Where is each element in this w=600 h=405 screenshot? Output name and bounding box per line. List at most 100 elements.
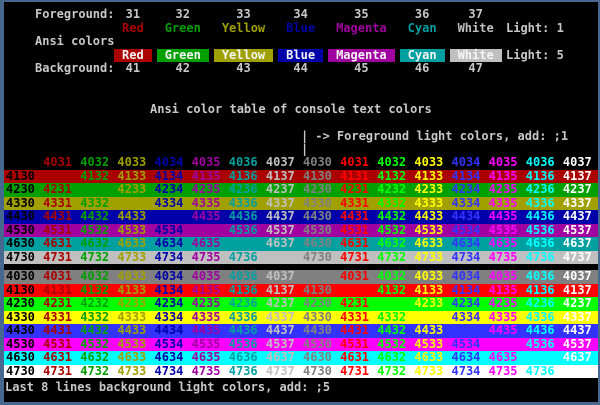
- code-4731-normal-fg: 4731: [43, 250, 73, 264]
- code-4731-light-fg: 4731: [340, 364, 370, 378]
- ansi-row-normal-backgrounds-42: 4230 4231 4232 4233 4234 4235 4236 4237 4230 4231…: [4, 183, 598, 197]
- code-4732-light-fg: 4732: [377, 364, 407, 378]
- code-4035-light-fg: 4035: [488, 156, 518, 169]
- code-4330-normal-fg: 4330: [6, 310, 35, 324]
- terminal-screen[interactable]: Foreground: 31 Red Red 41 32 Green Green 42 33 Ye…: [4, 2, 598, 402]
- code-4634-normal-fg: 4634: [154, 351, 184, 364]
- code-4334-normal-fg: 4334: [154, 310, 184, 324]
- code-4032-light-fg: 4032: [377, 270, 407, 283]
- background-color-swatch: Red: [114, 48, 152, 62]
- code-4635-normal-fg: 4635: [191, 237, 221, 250]
- code-4634-light-fg: 4634: [451, 351, 481, 364]
- code-4132-light-fg: 4132: [377, 283, 407, 297]
- code-4633-light-fg: 4633: [414, 237, 444, 250]
- ansi-table-normal-backgrounds: 4030 4031 4032 4033 4034 4035 4036 4037 4030 4031…: [4, 156, 598, 264]
- code-4231-light-fg: 4231: [340, 297, 370, 310]
- foreground-color-name: Green: [164, 20, 201, 35]
- code-4234-light-fg: 4234: [451, 183, 481, 196]
- code-4332-light-fg: 4332: [377, 310, 407, 324]
- code-4537-normal-fg: 4537: [265, 337, 295, 351]
- code-4331-light-fg: 4331: [340, 310, 370, 324]
- code-4630-light-fg: 4630: [303, 237, 332, 250]
- code-4335-normal-fg: 4335: [191, 310, 221, 324]
- code-4435-light-fg: 4435: [488, 324, 518, 337]
- code-4233-normal-fg: 4233: [117, 297, 147, 310]
- code-4535-normal-fg: 4535: [191, 223, 221, 237]
- code-4736-normal-fg: 4736: [228, 250, 258, 264]
- code-4037-light-fg: 4037: [562, 270, 592, 283]
- annotation-bar-pointer: |: [301, 142, 309, 156]
- code-4533-normal-fg: 4533: [117, 337, 147, 351]
- code-4633-normal-fg: 4633: [117, 351, 147, 364]
- code-4534-normal-fg: 4534: [154, 337, 184, 351]
- code-4536-light-fg: 4536: [525, 337, 555, 351]
- code-4637-light-fg: 4637: [562, 351, 592, 364]
- ansi-row-light-backgrounds-45: 4530 4531 4532 4533 4534 4535 4536 4537 4530 4531…: [4, 337, 598, 351]
- background-code: 47: [468, 61, 483, 75]
- code-4730-normal-fg: 4730: [6, 364, 35, 378]
- code-4532-normal-fg: 4532: [80, 337, 110, 351]
- code-4136-normal-fg: 4136: [228, 169, 258, 183]
- ansi-row-light-backgrounds-40: 4030 4031 4032 4033 4034 4035 4036 4037 4030 4031…: [4, 270, 598, 284]
- code-4433-normal-fg: 4433: [117, 210, 147, 223]
- code-4334-light-fg: 4334: [451, 196, 481, 210]
- code-4335-light-fg: 4335: [488, 196, 518, 210]
- code-4531-normal-fg: 4531: [43, 337, 73, 351]
- background-code: 43: [236, 61, 251, 75]
- code-4535-normal-fg: 4535: [191, 337, 221, 351]
- code-4534-light-fg: 4534: [451, 223, 481, 237]
- code-4235-light-fg: 4235: [488, 183, 518, 196]
- code-4235-light-fg: 4235: [488, 297, 518, 310]
- code-4035-normal-fg: 4035: [191, 156, 221, 169]
- code-4630-normal-fg: 4630: [6, 237, 35, 250]
- code-4330-light-fg: 4330: [303, 196, 332, 210]
- ansi-color-columns: 31 Red Red 41 32 Green Green 42 33 Yellow Yellow 43…: [114, 7, 502, 76]
- background-label: Background:: [35, 61, 115, 75]
- code-4432-normal-fg: 4432: [80, 324, 110, 337]
- code-4237-normal-fg: 4237: [265, 297, 295, 310]
- code-4031-normal-fg: 4031: [43, 270, 73, 283]
- code-4231-normal-fg: 4231: [43, 297, 73, 310]
- code-4133-normal-fg: 4133: [117, 283, 147, 297]
- code-4736-light-fg: 4736: [525, 364, 555, 378]
- code-4031-light-fg: 4031: [340, 270, 370, 283]
- code-4034-normal-fg: 4034: [154, 156, 184, 169]
- code-4232-light-fg: 4232: [377, 297, 407, 310]
- foreground-code: 35: [354, 7, 369, 21]
- foreground-code: 33: [236, 7, 251, 21]
- code-4531-light-fg: 4531: [340, 223, 370, 237]
- code-4734-normal-fg: 4734: [154, 364, 184, 378]
- ansi-row-normal-backgrounds-47: 4730 4731 4732 4733 4734 4735 4736 4737 4730 4731…: [4, 250, 598, 264]
- code-4033-light-fg: 4033: [414, 156, 444, 169]
- code-4134-light-fg: 4134: [451, 283, 481, 297]
- code-4230-normal-fg: 4230: [6, 183, 35, 196]
- code-4633-light-fg: 4633: [414, 351, 444, 364]
- code-4530-normal-fg: 4530: [6, 337, 35, 351]
- background-color-swatch: White: [449, 48, 502, 62]
- code-4033-light-fg: 4033: [414, 270, 444, 283]
- code-4730-light-fg: 4730: [303, 250, 332, 264]
- code-4533-normal-fg: 4533: [117, 223, 147, 237]
- code-4330-light-fg: 4330: [303, 310, 332, 324]
- code-4131-normal-fg: 4131: [43, 283, 73, 297]
- ansi-row-normal-backgrounds-45: 4530 4531 4532 4533 4534 4535 4536 4537 4530 4531…: [4, 223, 598, 237]
- code-4334-normal-fg: 4334: [154, 196, 184, 210]
- code-4737-light-fg: 4737: [562, 364, 592, 378]
- annotation-text: -> Foreground light colors, add: ;1: [315, 129, 569, 143]
- code-4136-light-fg: 4136: [525, 283, 555, 297]
- code-4331-normal-fg: 4331: [43, 310, 73, 324]
- background-color-swatch: Blue: [278, 48, 324, 62]
- code-4036-light-fg: 4036: [525, 270, 555, 283]
- code-4337-light-fg: 4337: [562, 310, 592, 324]
- code-4430-light-fg: 4430: [303, 210, 332, 223]
- code-4433-light-fg: 4433: [414, 324, 444, 337]
- code-4434-light-fg: 4434: [451, 210, 481, 223]
- code-4635-light-fg: 4635: [488, 351, 518, 364]
- code-4734-normal-fg: 4734: [154, 250, 184, 264]
- foreground-code: 32: [175, 7, 190, 21]
- code-4135-light-fg: 4135: [488, 283, 518, 297]
- code-4337-light-fg: 4337: [562, 196, 592, 210]
- code-4631-normal-fg: 4631: [43, 237, 73, 250]
- foreground-color-name: Yellow: [221, 20, 266, 35]
- code-4034-light-fg: 4034: [451, 270, 481, 283]
